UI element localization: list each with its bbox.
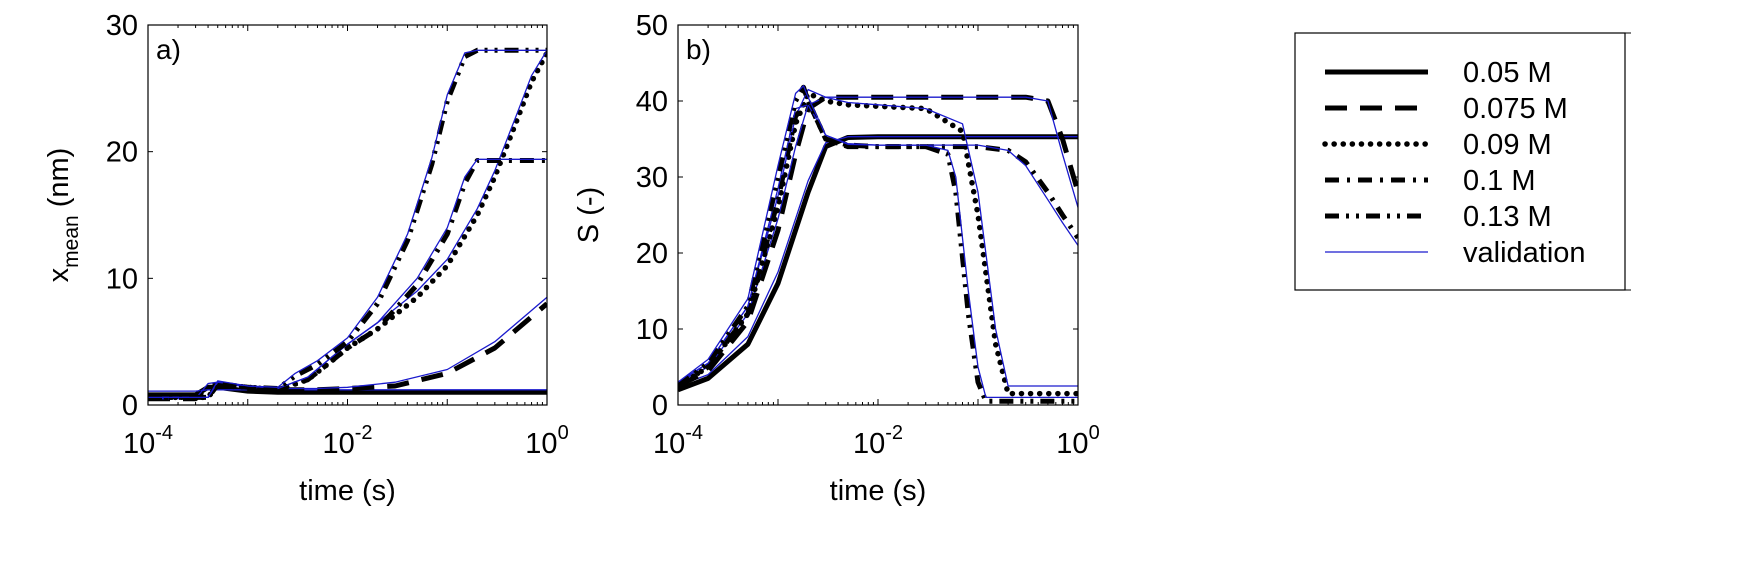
- xtick-label: 100: [525, 422, 568, 460]
- ytick-label: 50: [636, 10, 668, 42]
- plot-area-a: [148, 47, 547, 402]
- ytick-label: 10: [106, 263, 138, 295]
- series-line-a-4: [148, 158, 547, 400]
- series-line-a-2: [148, 301, 547, 402]
- series-line-b-4: [678, 98, 1078, 389]
- xtick-label: 10-2: [853, 422, 903, 460]
- series-line-a-5: [148, 47, 547, 400]
- legend-label: 0.13 M: [1463, 201, 1552, 233]
- series-line-b-1: [678, 134, 1078, 393]
- validation-line-b-1: [678, 136, 1078, 387]
- legend: 0.05 M 0.075 M 0.09 M 0.1 M 0.13 M validation: [1294, 32, 1631, 291]
- xtick-label: 10-4: [123, 422, 173, 460]
- validation-line-b-2: [678, 96, 1078, 383]
- ytick-label: 0: [652, 390, 668, 422]
- axes-frame-b: [677, 24, 1079, 406]
- panel-label: a): [156, 34, 181, 65]
- series-line-b-5: [678, 84, 1078, 404]
- legend-label: 0.09 M: [1463, 129, 1552, 161]
- legend-label: 0.05 M: [1463, 57, 1552, 89]
- ytick-label: 20: [106, 137, 138, 169]
- chart-panel-a: 0 10 20 30 10-4 10-2 100 a) time (s) xmean (nm): [43, 10, 569, 507]
- ytick-label: 40: [636, 86, 668, 118]
- ytick-label: 30: [636, 162, 668, 194]
- legend-label: 0.075 M: [1463, 93, 1568, 125]
- legend-label: validation: [1463, 237, 1586, 269]
- chart-panel-b: 0 10 20 30 40 50 10-4 10-2 100 b) time (s) S (-): [573, 10, 1100, 507]
- xtick-label: 10-2: [322, 422, 372, 460]
- ytick-label: 0: [122, 390, 138, 422]
- x-axis-label: time (s): [830, 475, 927, 507]
- panel-label: b): [686, 34, 711, 65]
- xtick-label: 100: [1056, 422, 1099, 460]
- validation-line-a-2: [148, 296, 547, 400]
- validation-line-a-5: [148, 49, 547, 399]
- ytick-label: 20: [636, 238, 668, 270]
- series-line-b-3: [678, 90, 1078, 397]
- series-line-b-2: [678, 94, 1078, 389]
- ytick-label: 10: [636, 314, 668, 346]
- legend-label: 0.1 M: [1463, 165, 1536, 197]
- x-axis-label: time (s): [299, 475, 396, 507]
- legend-box: [1294, 32, 1626, 291]
- validation-line-b-5: [678, 85, 1078, 399]
- plot-area-b: [678, 84, 1078, 404]
- validation-line-b-3: [678, 88, 1078, 387]
- ytick-label: 30: [106, 10, 138, 42]
- xtick-label: 10-4: [653, 422, 703, 460]
- y-axis-label: S (-): [573, 187, 605, 243]
- y-axis-label: xmean (nm): [43, 148, 83, 283]
